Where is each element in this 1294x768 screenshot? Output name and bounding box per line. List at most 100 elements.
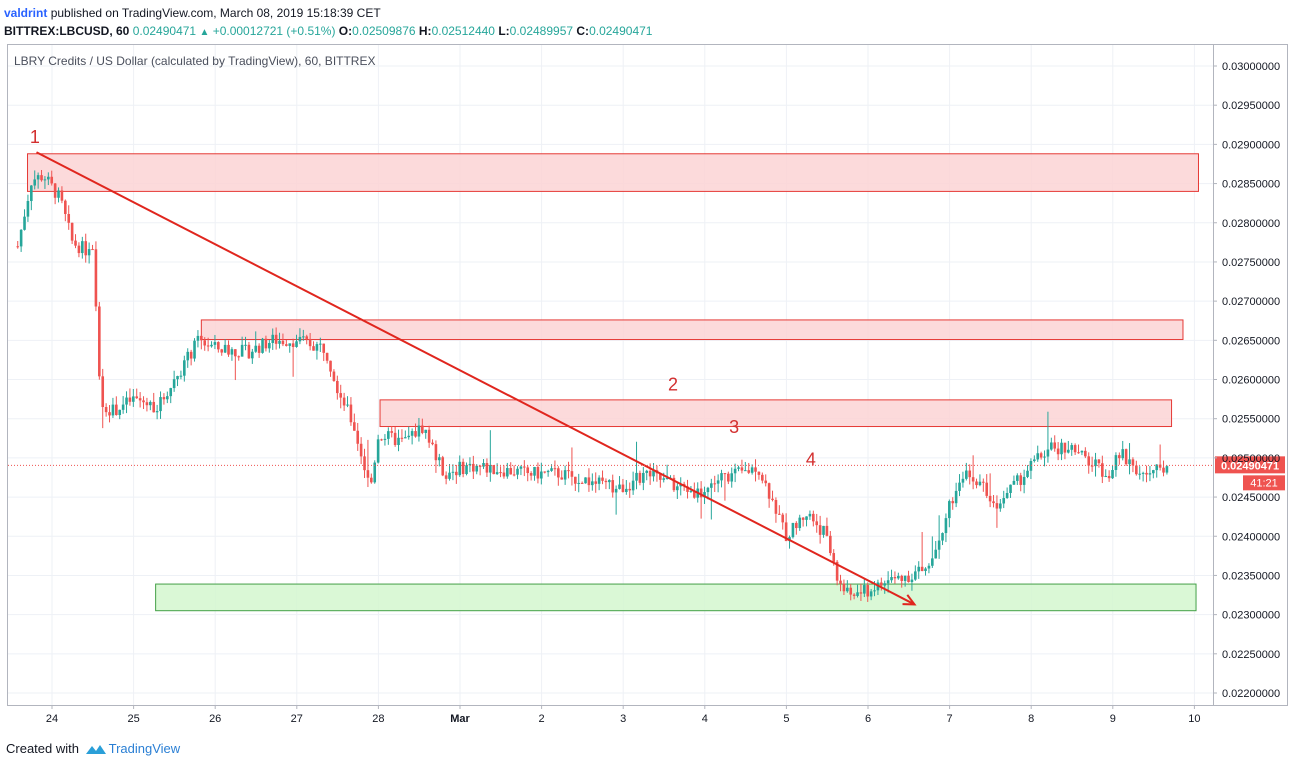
resistance-zone[interactable] (27, 153, 1199, 192)
candle-body (625, 488, 628, 492)
candle-body (529, 473, 533, 476)
candle-body (1152, 470, 1155, 474)
x-tick-label: 26 (209, 713, 221, 725)
candle-body (424, 429, 428, 433)
candle-body (40, 175, 43, 181)
candle-body (302, 336, 305, 338)
candle-body (349, 404, 353, 423)
candle-body (784, 522, 788, 542)
resistance-zone[interactable] (200, 319, 1184, 341)
candle-body (94, 249, 98, 307)
low-value: 0.02489957 (509, 24, 574, 38)
high-value: 0.02512440 (431, 24, 495, 38)
candle-body (189, 351, 193, 359)
candle-body (577, 482, 581, 484)
candle-body (461, 461, 465, 475)
candle-body (383, 438, 387, 440)
candle-body (1162, 467, 1165, 473)
price-axis[interactable]: 0.03000000 0.02950000 0.02900000 0.02850000… (1213, 61, 1280, 700)
candle-body (135, 396, 139, 399)
candle-body (730, 473, 734, 482)
candle-body (169, 388, 173, 397)
candle-body (927, 565, 931, 569)
candle-body (1036, 453, 1040, 460)
candle-body (985, 482, 989, 496)
candle-body (798, 517, 802, 529)
wave-annotation: 2 (668, 374, 678, 394)
candle-body (234, 349, 237, 357)
author-name[interactable]: valdrint (4, 6, 48, 20)
y-tick-label: 0.02200000 (1222, 688, 1280, 700)
candle-body (958, 482, 961, 491)
candle-body (60, 190, 64, 201)
time-axis[interactable]: 24 25 26 27 28 Mar 2 3 4 5 6 7 8 9 10 (46, 705, 1201, 725)
candle-body (849, 587, 853, 595)
candle-body (778, 513, 781, 515)
candle-body (16, 246, 20, 248)
candle-body (924, 568, 927, 572)
candle-body (553, 468, 557, 470)
candle-body (1063, 442, 1067, 453)
candle-body (495, 472, 499, 475)
x-tick-label: 2 (539, 713, 545, 725)
candle-body (312, 346, 315, 351)
candle-body (713, 483, 717, 485)
trendline[interactable] (36, 151, 915, 606)
candle-body (1002, 498, 1006, 504)
candle-body (193, 340, 196, 359)
candle-body (390, 431, 394, 433)
candle-body (268, 342, 271, 349)
candle-body (1128, 459, 1131, 465)
candle-body (410, 431, 414, 436)
candle-body (217, 342, 220, 350)
candle-body (444, 475, 448, 479)
candle-body (1111, 469, 1114, 479)
candle-body (978, 481, 982, 486)
candle-body (380, 439, 383, 441)
close-label: C: (576, 24, 590, 38)
candle-body (703, 492, 706, 498)
candle-body (890, 577, 893, 581)
support-zone[interactable] (155, 583, 1197, 612)
brand-name[interactable]: TradingView (108, 741, 181, 756)
candle-body (808, 513, 812, 517)
candle-body (448, 472, 451, 479)
candle-body (638, 472, 642, 483)
candle-body (740, 467, 744, 471)
tradingview-logo-icon (85, 744, 106, 754)
candle-body (121, 404, 125, 410)
candle-body (305, 336, 309, 339)
footer: Created with TradingView (6, 741, 180, 757)
candle-body (322, 343, 326, 353)
candle-body (873, 590, 876, 592)
candle-body (30, 185, 33, 202)
candle-body (237, 356, 241, 358)
candle-body (975, 481, 978, 486)
y-tick-label: 0.02250000 (1222, 649, 1280, 661)
candle-body (499, 472, 502, 474)
candle-body (339, 393, 343, 398)
candle-body (587, 477, 591, 486)
symbol-label: BITTREX:LBCUSD, 60 (4, 24, 130, 38)
candle-body (601, 477, 604, 481)
candle-body (900, 575, 904, 581)
candle-body (74, 240, 77, 246)
candle-body (203, 340, 207, 346)
candle-body (863, 585, 866, 594)
created-with-label: Created with (6, 741, 79, 756)
candle-body (472, 463, 475, 472)
candle-body (87, 249, 91, 256)
candle-body (866, 585, 870, 597)
candle-body (33, 179, 37, 186)
candle-body (26, 201, 30, 217)
candle-body (971, 477, 975, 482)
x-tick-label: 5 (783, 713, 789, 725)
candle-body (1135, 465, 1138, 475)
candle-body (1155, 464, 1159, 471)
candle-body (965, 470, 968, 479)
high-label: H: (418, 24, 432, 38)
close-value: 0.02490471 (589, 24, 653, 38)
resistance-zone[interactable] (379, 399, 1173, 428)
candle-body (611, 480, 615, 493)
